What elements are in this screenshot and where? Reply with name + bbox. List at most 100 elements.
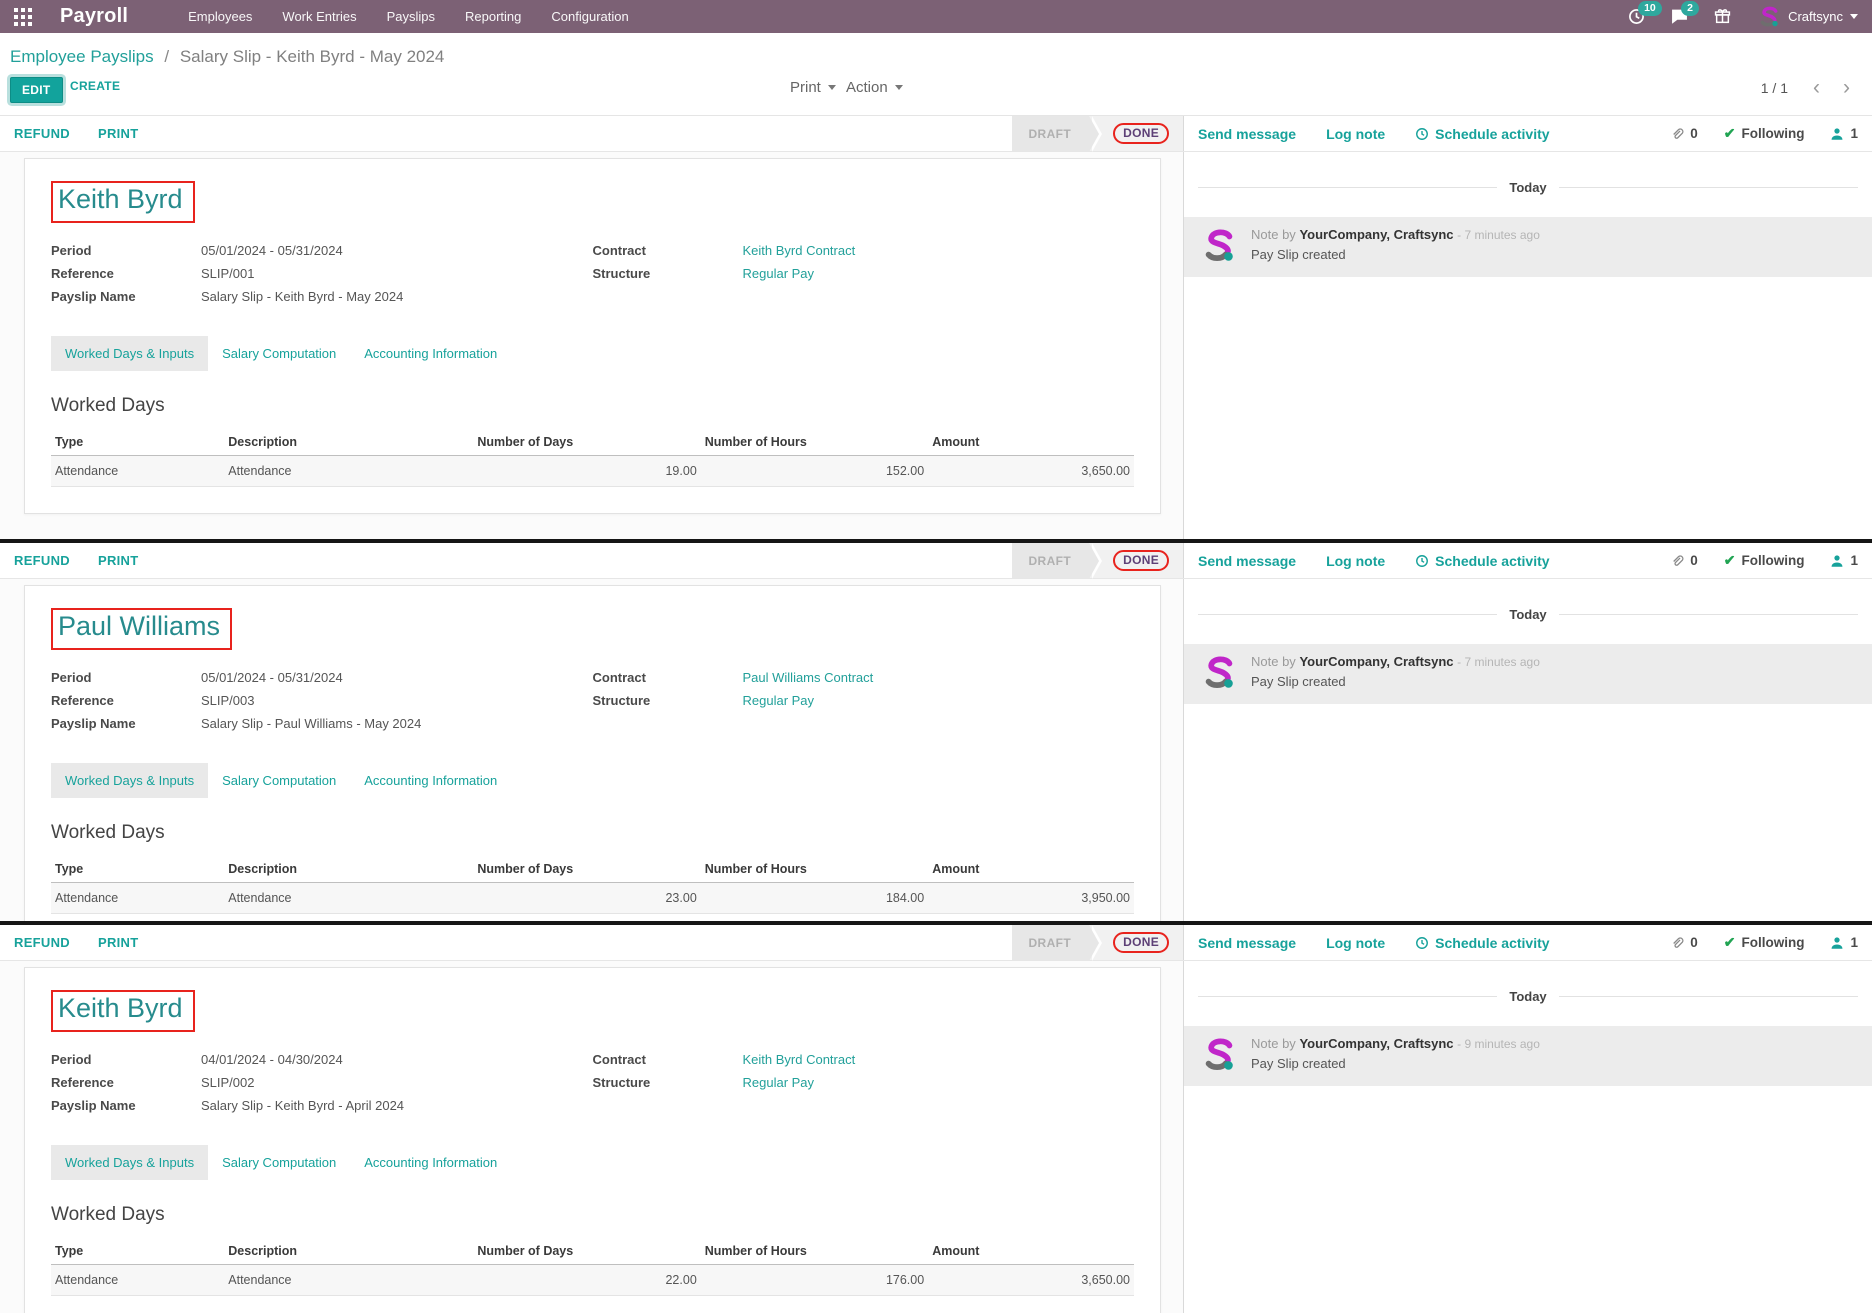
- schedule-activity-button[interactable]: Schedule activity: [1415, 126, 1550, 142]
- print-payslip-button[interactable]: PRINT: [84, 116, 153, 151]
- pager-next-icon[interactable]: ›: [1843, 76, 1850, 99]
- following-toggle[interactable]: ✔ Following: [1723, 125, 1805, 141]
- create-button[interactable]: CREATE: [70, 79, 121, 93]
- tab-worked-days-inputs[interactable]: Worked Days & Inputs: [51, 763, 209, 798]
- log-note-button[interactable]: Log note: [1326, 125, 1386, 142]
- chatter-toolbar: Send message Log note Schedule activity …: [1184, 116, 1872, 151]
- app-title[interactable]: Payroll: [60, 5, 129, 27]
- tab-worked-days-inputs[interactable]: Worked Days & Inputs: [51, 1145, 209, 1180]
- col-type: Type: [51, 429, 225, 456]
- menu-payslips[interactable]: Payslips: [386, 9, 436, 24]
- payslip-record: REFUND PRINT DRAFT DONE Send message Log…: [0, 543, 1872, 921]
- chatter-note: Note by YourCompany, Craftsync - 9 minut…: [1184, 1026, 1872, 1086]
- today-divider: Today: [1509, 607, 1547, 622]
- note-author[interactable]: YourCompany, Craftsync: [1299, 1036, 1454, 1051]
- period-label: Period: [51, 243, 92, 258]
- reference-value: SLIP/002: [201, 1075, 255, 1090]
- message-badge: 2: [1681, 1, 1699, 16]
- contract-link[interactable]: Paul Williams Contract: [742, 670, 874, 685]
- status-done[interactable]: DONE: [1089, 116, 1183, 151]
- refund-button[interactable]: REFUND: [0, 543, 84, 578]
- structure-link[interactable]: Regular Pay: [742, 266, 815, 281]
- action-dropdown[interactable]: Action: [846, 79, 903, 96]
- employee-name[interactable]: Keith Byrd: [51, 181, 1134, 223]
- structure-label: Structure: [592, 693, 651, 708]
- company-avatar: [1200, 227, 1238, 265]
- worked-days-table: Type Description Number of Days Number o…: [51, 429, 1134, 487]
- status-draft[interactable]: DRAFT: [1012, 925, 1102, 961]
- structure-link[interactable]: Regular Pay: [742, 693, 815, 708]
- chevron-down-icon: [827, 85, 836, 90]
- status-draft[interactable]: DRAFT: [1012, 116, 1102, 152]
- chatter-note: Note by YourCompany, Craftsync - 7 minut…: [1184, 644, 1872, 704]
- send-message-button[interactable]: Send message: [1198, 934, 1297, 951]
- contract-link[interactable]: Keith Byrd Contract: [742, 1052, 856, 1067]
- status-done[interactable]: DONE: [1089, 543, 1183, 578]
- apps-grid-icon[interactable]: [14, 7, 32, 26]
- log-note-button[interactable]: Log note: [1326, 934, 1386, 951]
- reference-label: Reference: [51, 1075, 114, 1090]
- tab-worked-days-inputs[interactable]: Worked Days & Inputs: [51, 336, 209, 371]
- note-author[interactable]: YourCompany, Craftsync: [1299, 654, 1454, 669]
- edit-button[interactable]: EDIT: [10, 77, 63, 103]
- worked-days-heading: Worked Days: [51, 1204, 165, 1225]
- schedule-activity-button[interactable]: Schedule activity: [1415, 553, 1550, 569]
- print-payslip-button[interactable]: PRINT: [84, 925, 153, 960]
- status-draft[interactable]: DRAFT: [1012, 543, 1102, 579]
- user-menu[interactable]: Craftsync: [1757, 5, 1858, 29]
- tab-accounting-information[interactable]: Accounting Information: [364, 346, 498, 361]
- check-icon: ✔: [1723, 934, 1736, 950]
- person-icon: [1832, 127, 1843, 140]
- messages-icon[interactable]: 2: [1671, 1, 1699, 25]
- tab-salary-computation[interactable]: Salary Computation: [222, 1155, 337, 1170]
- menu-work-entries[interactable]: Work Entries: [282, 9, 357, 24]
- menu-reporting[interactable]: Reporting: [465, 9, 522, 24]
- employee-name[interactable]: Paul Williams: [51, 608, 1134, 650]
- table-row[interactable]: Attendance Attendance 19.00 152.00 3,650…: [51, 455, 1134, 487]
- send-message-button[interactable]: Send message: [1198, 125, 1297, 142]
- refund-button[interactable]: REFUND: [0, 925, 84, 960]
- tab-accounting-information[interactable]: Accounting Information: [364, 773, 498, 788]
- tab-salary-computation[interactable]: Salary Computation: [222, 773, 337, 788]
- contract-label: Contract: [592, 243, 646, 258]
- followers-counter[interactable]: 1: [1830, 126, 1858, 141]
- user-name: Craftsync: [1788, 9, 1843, 24]
- tab-accounting-information[interactable]: Accounting Information: [364, 1155, 498, 1170]
- pager-previous-icon[interactable]: ‹: [1813, 76, 1820, 99]
- send-message-button[interactable]: Send message: [1198, 552, 1297, 569]
- followers-counter[interactable]: 1: [1830, 553, 1858, 568]
- attachments-counter[interactable]: 0: [1670, 935, 1698, 950]
- structure-link[interactable]: Regular Pay: [742, 1075, 815, 1090]
- main-menu: Employees Work Entries Payslips Reportin…: [188, 9, 629, 24]
- employee-name[interactable]: Keith Byrd: [51, 990, 1134, 1032]
- contract-link[interactable]: Keith Byrd Contract: [742, 243, 856, 258]
- attachments-counter[interactable]: 0: [1670, 126, 1698, 141]
- print-dropdown[interactable]: Print: [790, 79, 836, 96]
- print-payslip-button[interactable]: PRINT: [84, 543, 153, 578]
- status-done[interactable]: DONE: [1089, 925, 1183, 960]
- following-toggle[interactable]: ✔ Following: [1723, 552, 1805, 568]
- gift-icon[interactable]: [1714, 8, 1731, 25]
- done-status-annotated: DONE: [1113, 123, 1169, 144]
- refund-button[interactable]: REFUND: [0, 116, 84, 151]
- attachments-counter[interactable]: 0: [1670, 553, 1698, 568]
- note-author[interactable]: YourCompany, Craftsync: [1299, 227, 1454, 242]
- menu-employees[interactable]: Employees: [188, 9, 253, 24]
- paperclip-icon: [1673, 554, 1684, 566]
- following-toggle[interactable]: ✔ Following: [1723, 934, 1805, 950]
- breadcrumb-parent[interactable]: Employee Payslips: [10, 47, 154, 66]
- menu-configuration[interactable]: Configuration: [551, 9, 629, 24]
- payslip-record: REFUND PRINT DRAFT DONE Send message Log…: [0, 116, 1872, 539]
- schedule-activity-button[interactable]: Schedule activity: [1415, 935, 1550, 951]
- tab-salary-computation[interactable]: Salary Computation: [222, 346, 337, 361]
- payslip-record: REFUND PRINT DRAFT DONE Send message Log…: [0, 925, 1872, 1313]
- followers-counter[interactable]: 1: [1830, 935, 1858, 950]
- activities-clock-icon[interactable]: 10: [1628, 1, 1662, 25]
- table-row[interactable]: Attendance Attendance 23.00 184.00 3,950…: [51, 882, 1134, 914]
- chatter-toolbar: Send message Log note Schedule activity …: [1184, 543, 1872, 578]
- notebook-tabs: Worked Days & Inputs Salary Computation …: [51, 1145, 1134, 1180]
- log-note-button[interactable]: Log note: [1326, 552, 1386, 569]
- reference-value: SLIP/003: [201, 693, 255, 708]
- table-row[interactable]: Attendance Attendance 22.00 176.00 3,650…: [51, 1264, 1134, 1296]
- payslip-sheet: Paul Williams Period 05/01/2024 - 05/31/2…: [24, 585, 1161, 921]
